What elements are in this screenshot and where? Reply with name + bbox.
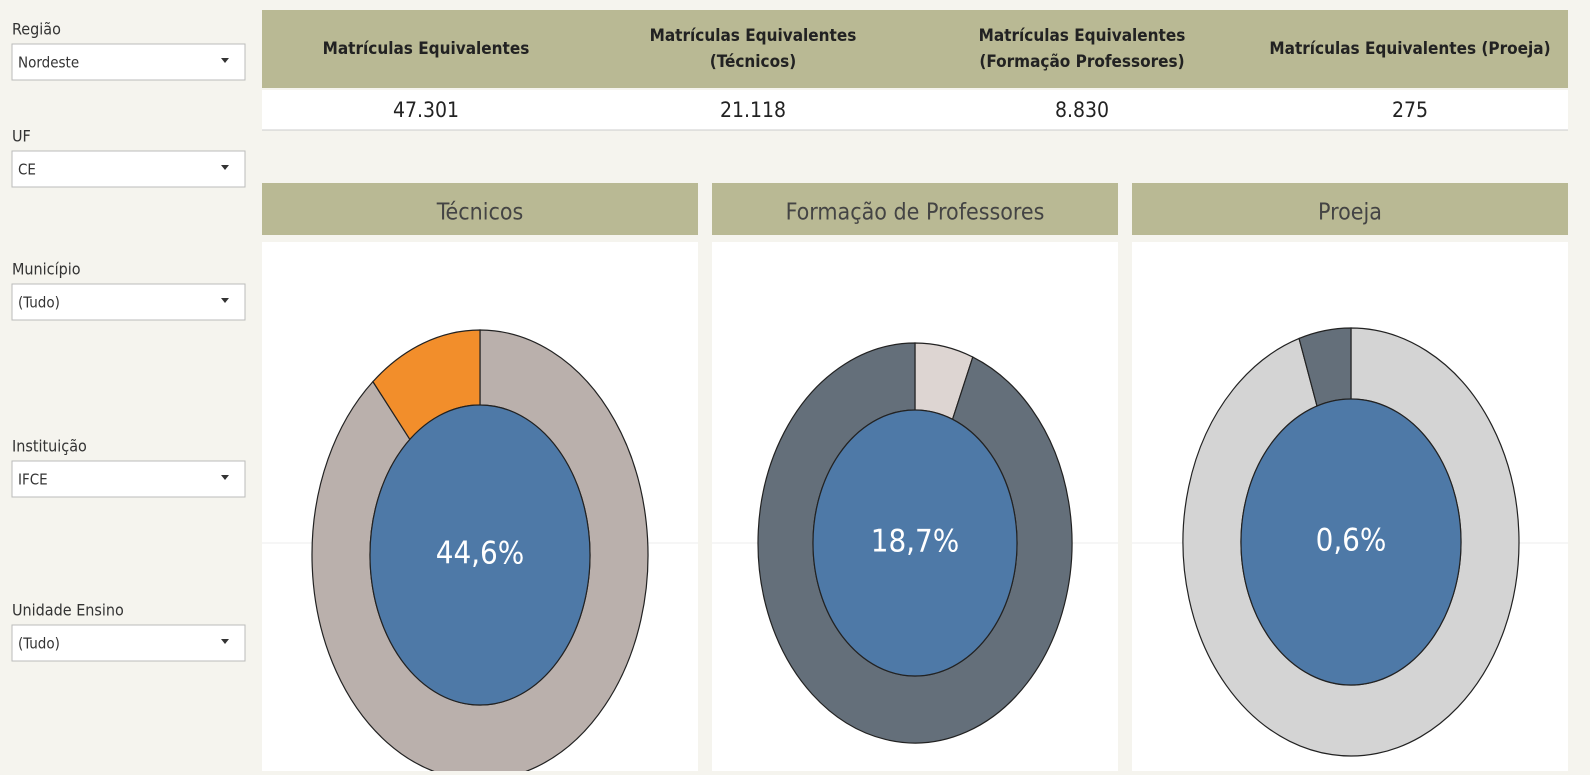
donut-center-label: 44,6% bbox=[436, 536, 525, 572]
kpi-header: Matrículas Equivalentes bbox=[979, 26, 1186, 46]
filter-dropdown[interactable] bbox=[11, 43, 246, 81]
dropdown-arrow bbox=[221, 298, 229, 303]
kpi-header: Matrículas Equivalentes (Proeja) bbox=[1269, 39, 1550, 59]
panel-title: Proeja bbox=[1318, 200, 1382, 226]
filter-label: Unidade Ensino bbox=[12, 601, 124, 620]
kpi-header: Matrículas Equivalentes bbox=[650, 26, 857, 46]
kpi-value: 21.118 bbox=[720, 98, 786, 122]
filter-value: CE bbox=[18, 161, 36, 179]
filter-value: IFCE bbox=[18, 471, 48, 489]
kpi-header: (Técnicos) bbox=[710, 52, 796, 72]
dropdown-arrow bbox=[221, 639, 229, 644]
filter-dropdown[interactable] bbox=[11, 624, 246, 662]
filter-label: UF bbox=[12, 127, 31, 146]
kpi-value: 8.830 bbox=[1055, 98, 1109, 122]
kpi-value-row bbox=[262, 90, 1568, 130]
filter-label: Instituição bbox=[12, 437, 87, 456]
filter-dropdown[interactable] bbox=[11, 460, 246, 498]
dropdown-arrow bbox=[221, 58, 229, 63]
kpi-value: 275 bbox=[1392, 98, 1428, 122]
filter-value: (Tudo) bbox=[18, 294, 60, 312]
donut-center bbox=[1240, 398, 1462, 686]
filter-dropdown[interactable] bbox=[11, 283, 246, 321]
panel-header bbox=[1132, 183, 1568, 235]
filter-value: (Tudo) bbox=[18, 635, 60, 653]
filter-label: Região bbox=[12, 20, 61, 39]
donut-center bbox=[369, 404, 591, 706]
donut-center bbox=[812, 409, 1018, 677]
kpi-header: Matrículas Equivalentes bbox=[323, 39, 530, 59]
panel-header bbox=[262, 183, 698, 235]
donut-center-label: 0,6% bbox=[1316, 523, 1387, 559]
panel-title: Formação de Professores bbox=[786, 200, 1045, 226]
filter-dropdown[interactable] bbox=[11, 150, 246, 188]
kpi-value: 47.301 bbox=[393, 98, 459, 122]
dropdown-arrow bbox=[221, 165, 229, 170]
filter-label: Município bbox=[12, 260, 81, 279]
filter-value: Nordeste bbox=[18, 54, 79, 72]
kpi-header-band bbox=[262, 10, 1568, 88]
kpi-header: (Formação Professores) bbox=[979, 52, 1184, 72]
donut-center-label: 18,7% bbox=[871, 524, 960, 560]
panel-header bbox=[712, 183, 1118, 235]
dropdown-arrow bbox=[221, 475, 229, 480]
panel-title: Técnicos bbox=[436, 200, 524, 226]
